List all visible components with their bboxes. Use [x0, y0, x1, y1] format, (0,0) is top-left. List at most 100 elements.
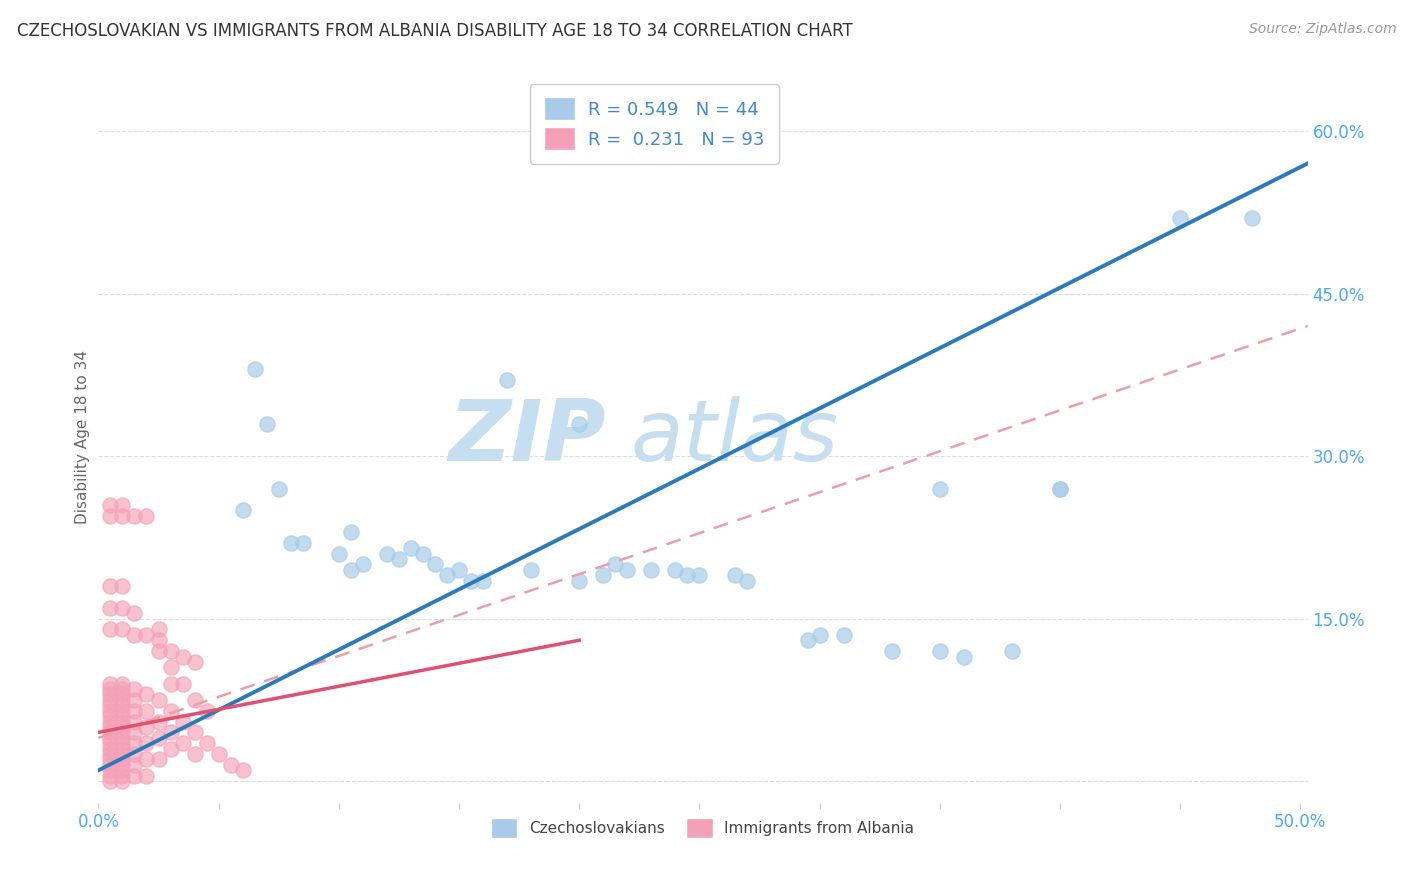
Point	[183, 655, 205, 669]
Point	[111, 747, 134, 761]
Point	[100, 757, 122, 772]
Point	[135, 688, 157, 702]
Point	[111, 623, 134, 637]
Point	[232, 503, 254, 517]
Text: ZIP: ZIP	[449, 395, 606, 479]
Point	[195, 704, 218, 718]
Point	[148, 693, 170, 707]
Point	[124, 736, 146, 750]
Point	[195, 736, 218, 750]
Point	[111, 498, 134, 512]
Point	[676, 568, 699, 582]
Point	[520, 563, 543, 577]
Point	[183, 693, 205, 707]
Point	[124, 693, 146, 707]
Point	[148, 731, 170, 745]
Point	[100, 774, 122, 789]
Point	[243, 362, 266, 376]
Point	[460, 574, 482, 588]
Point	[111, 698, 134, 713]
Point	[111, 693, 134, 707]
Point	[159, 704, 181, 718]
Point	[496, 373, 519, 387]
Point	[340, 524, 363, 539]
Point	[124, 704, 146, 718]
Point	[159, 644, 181, 658]
Point	[100, 623, 122, 637]
Point	[172, 714, 194, 729]
Point	[412, 547, 434, 561]
Point	[423, 558, 446, 572]
Point	[724, 568, 747, 582]
Point	[111, 731, 134, 745]
Point	[124, 681, 146, 696]
Point	[124, 606, 146, 620]
Point	[280, 535, 302, 549]
Point	[568, 417, 591, 431]
Point	[664, 563, 686, 577]
Point	[1001, 644, 1024, 658]
Point	[1241, 211, 1264, 225]
Point	[159, 725, 181, 739]
Point	[267, 482, 290, 496]
Point	[100, 714, 122, 729]
Point	[111, 764, 134, 778]
Point	[111, 736, 134, 750]
Point	[135, 736, 157, 750]
Point	[172, 736, 194, 750]
Point	[100, 704, 122, 718]
Point	[616, 563, 638, 577]
Point	[148, 752, 170, 766]
Point	[159, 660, 181, 674]
Point	[135, 628, 157, 642]
Point	[183, 725, 205, 739]
Point	[100, 736, 122, 750]
Point	[111, 757, 134, 772]
Point	[808, 628, 831, 642]
Point	[100, 752, 122, 766]
Point	[148, 623, 170, 637]
Point	[232, 764, 254, 778]
Point	[1168, 211, 1191, 225]
Point	[388, 552, 411, 566]
Point	[100, 720, 122, 734]
Point	[100, 731, 122, 745]
Point	[183, 747, 205, 761]
Point	[135, 752, 157, 766]
Point	[375, 547, 398, 561]
Point	[100, 600, 122, 615]
Point	[928, 644, 950, 658]
Text: Source: ZipAtlas.com: Source: ZipAtlas.com	[1249, 22, 1396, 37]
Point	[328, 547, 350, 561]
Point	[100, 688, 122, 702]
Point	[124, 628, 146, 642]
Point	[1049, 482, 1071, 496]
Point	[796, 633, 818, 648]
Point	[124, 508, 146, 523]
Point	[124, 757, 146, 772]
Point	[880, 644, 903, 658]
Point	[447, 563, 470, 577]
Point	[953, 649, 976, 664]
Point	[124, 714, 146, 729]
Point	[135, 769, 157, 783]
Point	[172, 649, 194, 664]
Point	[592, 568, 614, 582]
Point	[111, 741, 134, 756]
Point	[472, 574, 495, 588]
Point	[159, 741, 181, 756]
Point	[1049, 482, 1071, 496]
Point	[111, 508, 134, 523]
Point	[111, 579, 134, 593]
Point	[100, 769, 122, 783]
Point	[568, 574, 591, 588]
Point	[100, 741, 122, 756]
Point	[100, 579, 122, 593]
Point	[111, 704, 134, 718]
Text: CZECHOSLOVAKIAN VS IMMIGRANTS FROM ALBANIA DISABILITY AGE 18 TO 34 CORRELATION C: CZECHOSLOVAKIAN VS IMMIGRANTS FROM ALBAN…	[17, 22, 852, 40]
Point	[111, 688, 134, 702]
Point	[135, 720, 157, 734]
Point	[111, 774, 134, 789]
Point	[737, 574, 759, 588]
Point	[111, 600, 134, 615]
